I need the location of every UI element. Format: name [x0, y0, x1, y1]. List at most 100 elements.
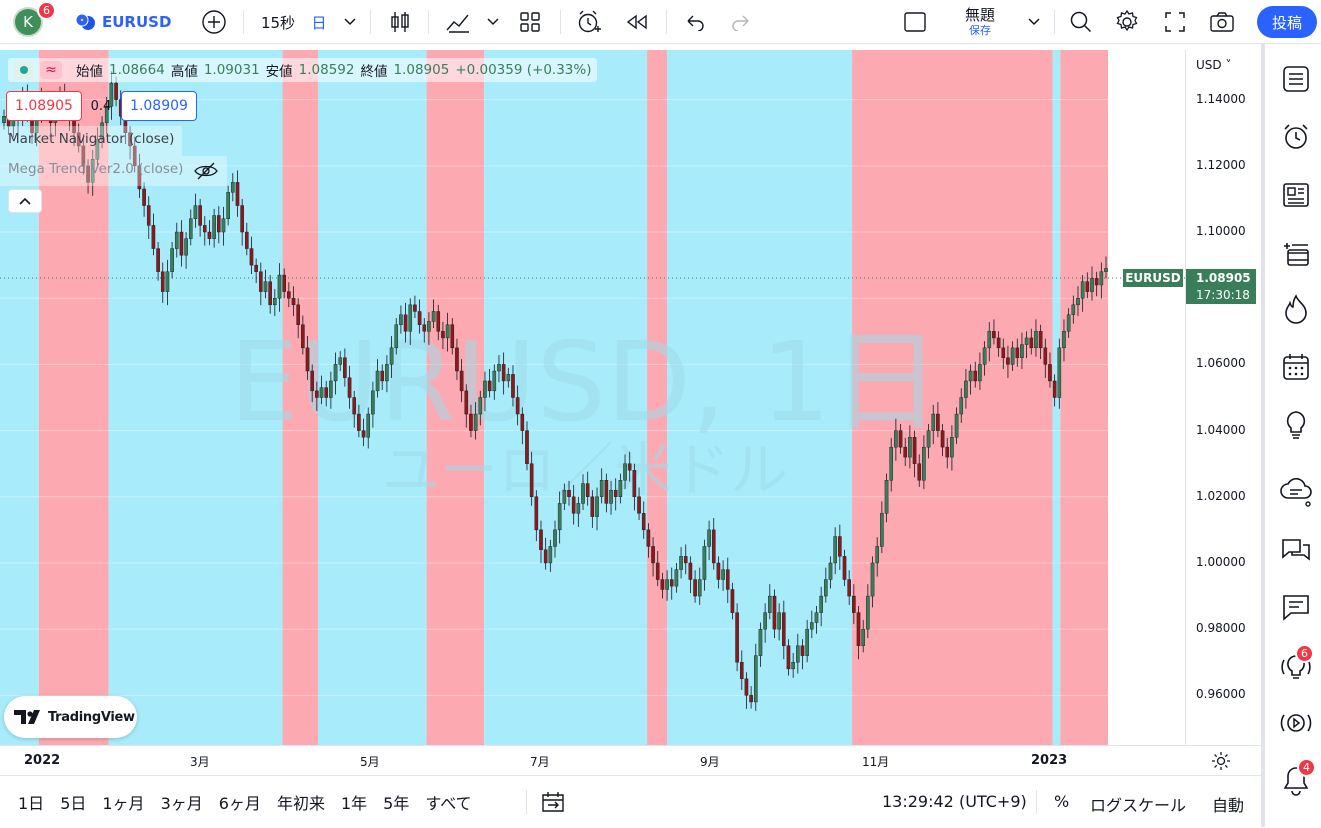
percent-toggle[interactable]: %: [1054, 792, 1070, 811]
candle: [352, 390, 357, 428]
candle: [455, 338, 459, 380]
range-button[interactable]: 5年: [383, 794, 410, 813]
indicator-mega-trend[interactable]: Mega Trend Ver2.0 (close): [0, 156, 228, 186]
candle: [1043, 338, 1048, 378]
publish-button[interactable]: 投稿: [1257, 6, 1317, 38]
indicators-icon[interactable]: [440, 0, 476, 44]
add-watchlist-icon[interactable]: [1279, 236, 1313, 270]
candle: [520, 407, 525, 445]
candle: [744, 672, 749, 709]
redo-icon[interactable]: [724, 0, 758, 44]
interval-1d[interactable]: 日: [311, 13, 327, 32]
sell-button[interactable]: 1.08905: [6, 91, 82, 121]
scale-settings-gear-icon[interactable]: [1210, 750, 1232, 772]
gear-icon[interactable]: [1110, 0, 1144, 44]
candle: [543, 537, 548, 570]
news-icon[interactable]: [1279, 178, 1313, 212]
calendar-icon[interactable]: [1279, 350, 1313, 384]
candle: [679, 547, 683, 579]
range-button[interactable]: 6ヶ月: [218, 794, 261, 813]
tradingview-logo[interactable]: TradingView: [4, 696, 137, 738]
date-range-icon[interactable]: [540, 790, 566, 814]
replay-icon[interactable]: [620, 0, 654, 44]
candle: [922, 435, 926, 490]
chevron-down-icon[interactable]: [482, 0, 504, 44]
chart-pane[interactable]: EURUSD, 1日 ユーロ／米ドル ≈ 始値 1.08664 高値 1.09031…: [0, 50, 1185, 745]
candle: [786, 639, 791, 676]
camera-icon[interactable]: [1204, 0, 1240, 44]
range-button[interactable]: 3ヶ月: [160, 794, 203, 813]
candle: [515, 385, 520, 426]
eye-hidden-icon[interactable]: [193, 162, 219, 180]
layout-grid-icon[interactable]: [512, 0, 548, 44]
candles-icon[interactable]: [383, 0, 417, 44]
candle: [884, 473, 889, 523]
candle: [866, 584, 870, 639]
candle: [936, 402, 940, 438]
collapse-legend-button[interactable]: [8, 189, 42, 213]
candle: [763, 603, 767, 643]
candle: [548, 539, 553, 572]
fullscreen-layout-icon[interactable]: [897, 0, 933, 44]
search-icon[interactable]: [1064, 0, 1098, 44]
candle: [100, 116, 104, 149]
avatar-letter: K: [23, 13, 33, 31]
range-button[interactable]: 年初来: [276, 794, 325, 813]
clock-timezone[interactable]: 13:29:42 (UTC+9): [882, 792, 1027, 811]
range-button[interactable]: 1ヶ月: [102, 794, 145, 813]
symbol-name: EURUSD: [102, 13, 172, 31]
buy-button[interactable]: 1.08909: [121, 91, 197, 121]
price-scale[interactable]: USD ˅ 1.140001.120001.100001.080001.0600…: [1123, 50, 1261, 745]
indicator-market-navigator[interactable]: Market Navigator (close): [0, 126, 183, 156]
market-status-icon[interactable]: [14, 61, 34, 79]
hotlists-fire-icon[interactable]: [1279, 292, 1313, 326]
candle: [525, 421, 529, 471]
interval-15s[interactable]: 15秒: [260, 13, 296, 32]
alarm-clock-icon[interactable]: [1279, 120, 1313, 154]
candle: [86, 159, 90, 194]
layout-name[interactable]: 無題 保存: [950, 0, 1010, 44]
candle: [1062, 319, 1066, 362]
fullscreen-icon[interactable]: [1158, 0, 1192, 44]
candle: [903, 437, 908, 467]
log-scale-toggle[interactable]: ログスケール: [1090, 796, 1187, 815]
candle: [931, 404, 936, 445]
range-button[interactable]: 1日: [18, 794, 45, 813]
candle: [982, 341, 987, 376]
undo-icon[interactable]: [678, 0, 712, 44]
time-scale[interactable]: 2022 3月 5月 7月 9月 11月 2023: [0, 745, 1261, 775]
chart-canvas[interactable]: EURUSD, 1日 ユーロ／米ドル: [0, 50, 1185, 745]
candle: [1020, 332, 1024, 370]
messages-icon[interactable]: [1279, 590, 1313, 624]
ideas-lightbulb-icon[interactable]: [1279, 408, 1313, 442]
logo-text: TradingView: [48, 709, 135, 725]
candle: [805, 619, 809, 663]
candle: [693, 570, 697, 603]
candle: [599, 468, 604, 504]
candle: [375, 359, 380, 398]
live-stream-play-icon[interactable]: [1279, 706, 1313, 740]
watchlist-icon[interactable]: [1279, 62, 1313, 96]
currency-selector[interactable]: USD ˅: [1196, 58, 1232, 72]
alert-clock-icon[interactable]: [572, 0, 606, 44]
candle: [735, 603, 739, 672]
low-label: 安値: [265, 64, 293, 80]
last-price-value: 1.08905: [1196, 271, 1251, 286]
candle: [492, 364, 497, 400]
auto-scale-toggle[interactable]: 自動: [1212, 796, 1245, 815]
data-delay-icon[interactable]: ≈: [40, 61, 62, 79]
top-toolbar: K 6 EURUSD 15秒 日 無題 保存 投稿: [0, 0, 1321, 44]
compare-add-icon[interactable]: [198, 0, 230, 44]
candle: [833, 527, 837, 575]
range-button[interactable]: 5日: [60, 794, 87, 813]
range-button[interactable]: すべて: [425, 794, 472, 813]
chats-icon[interactable]: [1279, 534, 1313, 568]
chevron-down-icon[interactable]: [1022, 0, 1046, 44]
candle: [1029, 328, 1034, 355]
candle: [450, 318, 455, 355]
chat-cloud-icon[interactable]: [1279, 476, 1313, 510]
candle: [473, 402, 478, 440]
chevron-down-icon[interactable]: [338, 0, 362, 44]
symbol-search[interactable]: EURUSD: [74, 0, 184, 44]
range-button[interactable]: 1年: [340, 794, 368, 813]
